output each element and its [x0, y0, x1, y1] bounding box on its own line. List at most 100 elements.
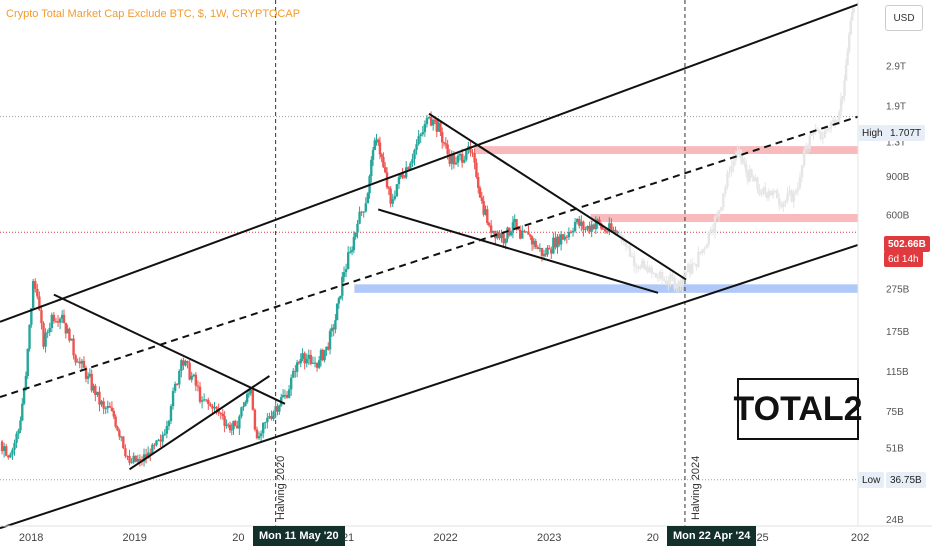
candle-body	[492, 230, 495, 233]
candle-body	[78, 361, 81, 364]
candle-body	[72, 338, 75, 356]
currency-badge[interactable]: USD	[885, 5, 923, 31]
x-tick-label: 20	[647, 532, 659, 544]
candle-body	[358, 211, 361, 224]
candle-body	[486, 209, 489, 224]
candle-body	[82, 360, 86, 368]
projection-body	[775, 190, 779, 199]
candle-body	[387, 187, 391, 189]
candle-body	[575, 218, 579, 223]
candle-body	[9, 454, 12, 458]
candle-body	[182, 360, 185, 366]
candle-body	[463, 159, 466, 163]
projection-body	[804, 146, 808, 150]
candle-body	[114, 416, 117, 427]
candle-body	[370, 159, 373, 177]
candle-body	[92, 385, 95, 391]
candle-body	[130, 462, 133, 464]
projection-body	[831, 119, 835, 122]
candle-body	[565, 236, 569, 238]
candle-body	[46, 332, 49, 334]
candle-body	[561, 234, 565, 240]
candle-body	[188, 362, 191, 380]
projection-body	[684, 272, 688, 276]
candle-body	[186, 361, 189, 363]
projection-body	[821, 137, 824, 139]
candle-body	[31, 281, 35, 309]
candle-body	[391, 199, 394, 204]
candle-body	[563, 236, 566, 240]
projection-body	[711, 229, 715, 233]
candle-body	[371, 149, 375, 160]
halving-2020-label: Halving 2020	[275, 455, 287, 520]
candle-body	[554, 237, 557, 248]
candle-body	[180, 360, 183, 371]
candle-body	[423, 124, 427, 133]
candle-body	[240, 407, 243, 417]
candle-body	[375, 139, 378, 141]
candle-body	[17, 430, 20, 434]
projection-body	[618, 232, 621, 236]
projection-body	[673, 277, 676, 289]
y-tick-label: 24B	[886, 515, 904, 526]
candle-body	[513, 219, 516, 223]
candle-body	[534, 240, 537, 248]
candle-body	[138, 458, 142, 461]
candle-body	[151, 444, 154, 455]
candle-body	[227, 424, 230, 426]
candle-body	[389, 188, 392, 204]
candle-body	[498, 232, 501, 239]
candle-body	[153, 444, 156, 446]
candle-body	[42, 323, 45, 347]
candle-body	[157, 439, 160, 441]
projection-body	[786, 193, 789, 201]
projection-body	[796, 187, 800, 192]
candle-body	[548, 247, 551, 250]
x-tick-label: 2023	[537, 532, 561, 544]
candle-body	[606, 231, 609, 233]
candle-body	[515, 219, 518, 228]
high-value-tag: 1.707T	[886, 125, 926, 141]
projection-body	[764, 187, 767, 194]
candle-body	[409, 163, 412, 170]
projection-body	[699, 251, 702, 254]
candle-body	[236, 425, 239, 429]
candle-body	[407, 167, 410, 170]
projection-body	[660, 271, 664, 280]
candle-body	[592, 224, 595, 230]
projection-body	[794, 191, 798, 194]
y-tick-label: 2.9T	[886, 62, 906, 73]
candle-body	[473, 153, 476, 163]
y-tick-label: 275B	[886, 284, 910, 295]
candle-body	[120, 436, 123, 438]
candle-body	[610, 223, 613, 231]
wedge-2018-lower-trendline	[128, 375, 270, 471]
projection-body	[812, 132, 815, 134]
projection-body	[679, 281, 682, 287]
projection-body	[810, 133, 813, 136]
projection-body	[790, 190, 793, 202]
candle-body	[417, 136, 420, 145]
candle-body	[385, 172, 389, 188]
projection-body	[656, 277, 660, 279]
candle-body	[54, 321, 58, 323]
candle-body	[433, 119, 437, 121]
projection-body	[667, 281, 670, 285]
projection-body	[846, 51, 849, 65]
projection-body	[782, 202, 785, 208]
candle-body	[90, 373, 93, 391]
projection-body	[736, 151, 739, 155]
resistance-zone	[590, 213, 882, 223]
candle-body	[60, 314, 64, 319]
candle-body	[142, 454, 146, 462]
y-tick-label: 51B	[886, 444, 904, 455]
candle-body	[194, 374, 198, 386]
x-tick-label: 2022	[433, 532, 457, 544]
candle-body	[431, 119, 435, 126]
candle-body	[110, 407, 114, 411]
candle-body	[11, 449, 14, 455]
candle-body	[478, 187, 482, 198]
candle-body	[48, 327, 51, 333]
candle-body	[489, 225, 493, 233]
